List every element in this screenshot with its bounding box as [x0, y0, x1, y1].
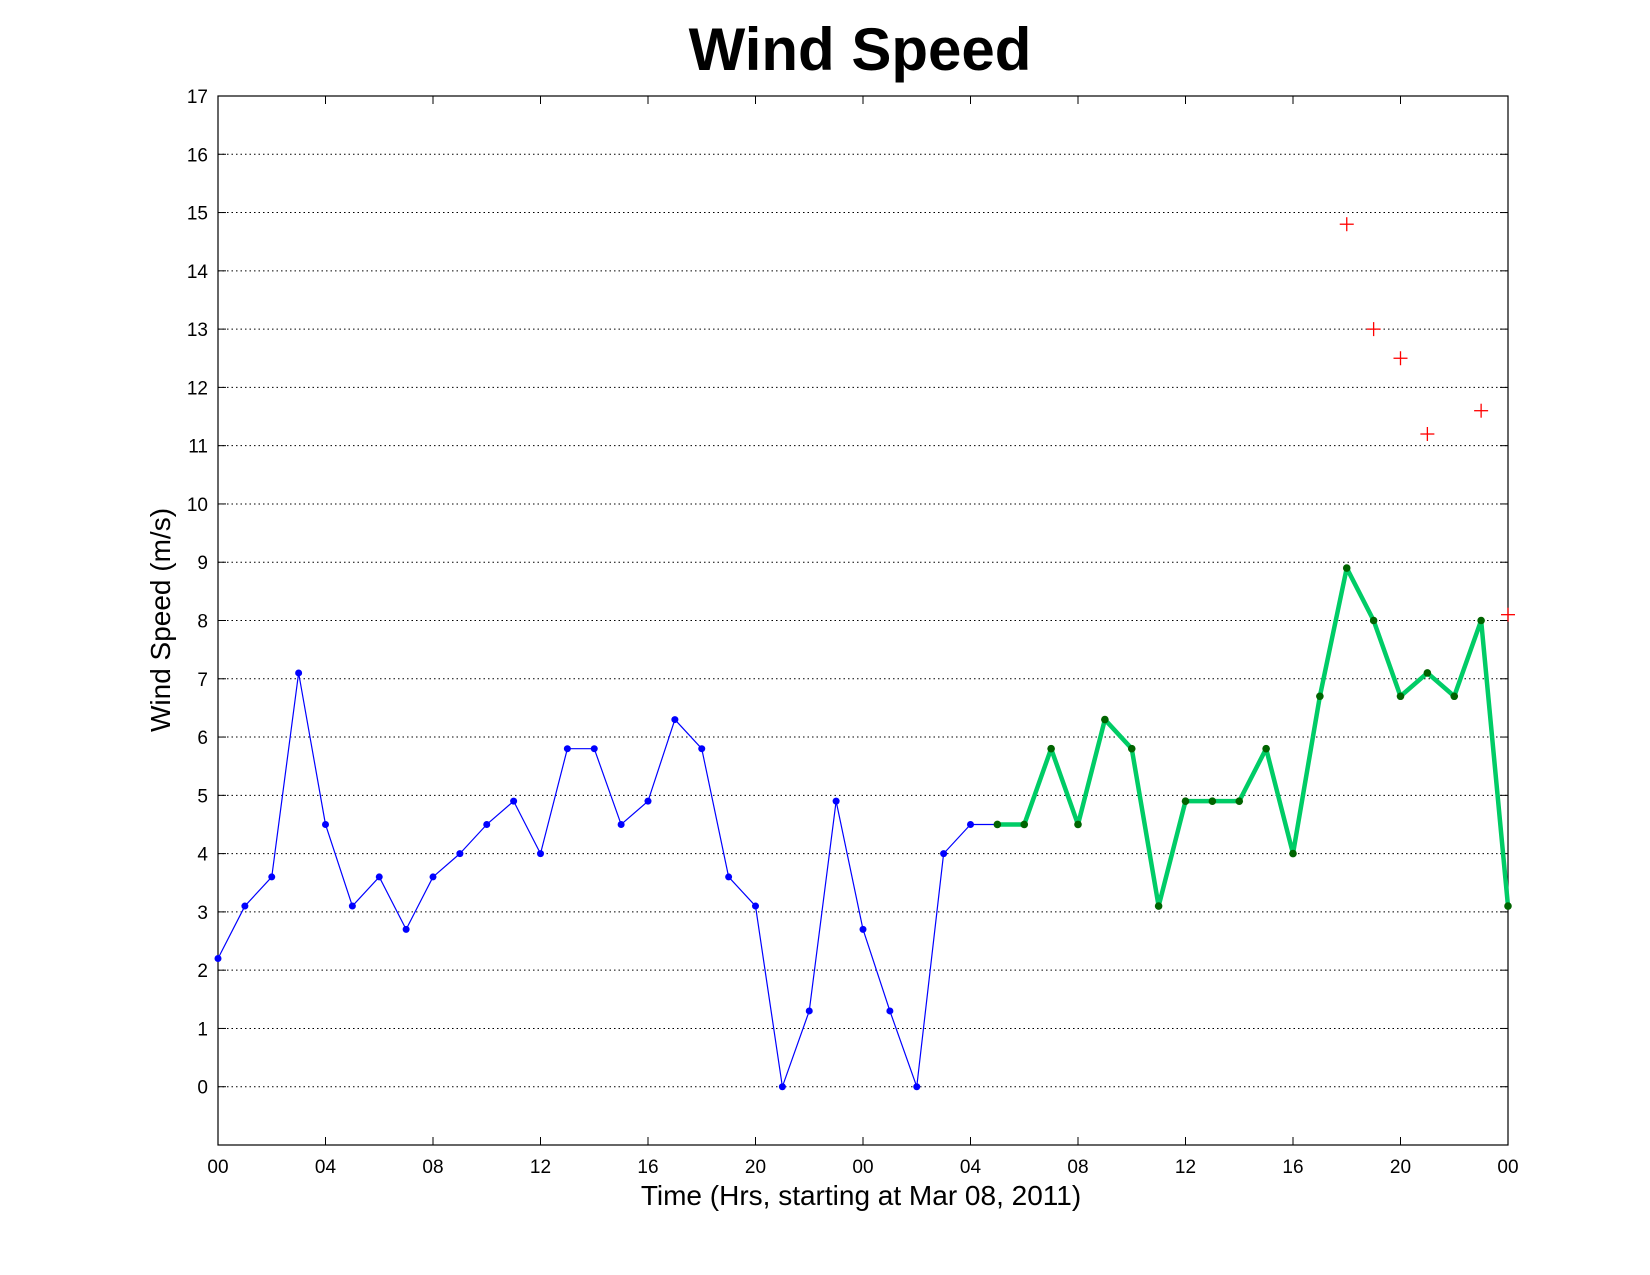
- red-plus-point: [1501, 607, 1515, 622]
- x-tick-label: 04: [960, 1157, 982, 1178]
- blue-data-point: [537, 850, 544, 858]
- blue-data-point: [725, 873, 733, 881]
- green-data-point: [1208, 797, 1217, 805]
- blue-data-point: [456, 850, 464, 858]
- y-tick-label: 12: [187, 378, 208, 399]
- blue-data-point: [429, 873, 437, 881]
- red-plus-point: [1366, 322, 1381, 337]
- x-tick-label: 00: [1497, 1157, 1518, 1178]
- red-plus-point: [1420, 427, 1435, 442]
- green-data-point: [1504, 902, 1512, 910]
- green-data-point: [1127, 744, 1136, 753]
- x-tick-label: 12: [530, 1157, 551, 1178]
- green-data-point: [1423, 669, 1432, 677]
- blue-data-point: [967, 820, 974, 828]
- blue-data-point: [402, 925, 410, 933]
- x-tick-label: 00: [852, 1157, 873, 1178]
- red-plus-point: [1474, 403, 1489, 418]
- blue-data-point: [563, 745, 571, 753]
- y-tick-label: 14: [187, 262, 209, 283]
- blue-data-point: [590, 745, 598, 753]
- y-axis-label: Wind Speed (m/s): [145, 508, 176, 732]
- blue-data-point: [778, 1083, 786, 1091]
- x-tick-label: 08: [422, 1157, 443, 1178]
- blue-data-point: [483, 820, 491, 828]
- green-data-point: [1342, 564, 1351, 572]
- y-tick-label: 8: [197, 612, 208, 633]
- x-axis-label: Time (Hrs, starting at Mar 08, 2011): [641, 1180, 1081, 1211]
- green-data-point: [1369, 616, 1378, 625]
- y-tick-label: 7: [197, 670, 208, 691]
- y-tick-label: 1: [197, 1019, 208, 1040]
- blue-data-point: [268, 873, 276, 881]
- blue-data-point: [322, 820, 329, 828]
- blue-data-point: [295, 669, 303, 677]
- red-plus-point: [1339, 217, 1354, 232]
- blue-data-point: [886, 1007, 894, 1015]
- x-tick-label: 16: [1282, 1157, 1303, 1178]
- blue-data-point: [348, 902, 356, 910]
- blue-data-point: [832, 797, 840, 805]
- blue-data-point: [805, 1007, 813, 1015]
- y-tick-label: 3: [197, 903, 208, 924]
- blue-data-point: [617, 820, 625, 828]
- blue-data-point: [752, 902, 759, 910]
- y-tick-label: 16: [187, 145, 208, 166]
- green-data-point: [993, 820, 1002, 829]
- blue-data-point: [644, 797, 652, 805]
- y-tick-label: 5: [197, 786, 208, 807]
- blue-data-point: [698, 745, 706, 753]
- y-tick-label: 13: [187, 320, 208, 341]
- blue-data-point: [241, 902, 249, 910]
- green-data-point: [1316, 692, 1324, 701]
- x-tick-label: 16: [637, 1157, 658, 1178]
- green-data-point: [1450, 692, 1459, 701]
- grid-lines: [218, 95, 1508, 1088]
- red-plus-point: [1393, 351, 1408, 366]
- x-tick-label: 08: [1067, 1157, 1088, 1178]
- blue-data-point: [375, 873, 383, 881]
- blue-data-point: [671, 716, 679, 724]
- x-tick-label: 00: [207, 1157, 228, 1178]
- blue-data-point: [913, 1083, 921, 1091]
- y-tick-label: 11: [188, 437, 208, 458]
- blue-data-point: [510, 797, 518, 805]
- chart-title: Wind Speed: [689, 16, 1032, 83]
- blue-data-point: [940, 850, 948, 858]
- green-data-point: [1047, 744, 1055, 753]
- y-tick-label: 4: [197, 845, 208, 866]
- green-data-point: [1262, 744, 1270, 753]
- y-tick-label: 6: [197, 728, 208, 749]
- y-tick-label: 10: [187, 495, 208, 516]
- green-data-point: [1235, 797, 1244, 805]
- y-tick-label: 0: [197, 1078, 208, 1099]
- blue-series-line: [217, 672, 998, 1088]
- x-tick-label: 20: [745, 1157, 766, 1178]
- data-series: [214, 217, 1515, 1091]
- green-data-point: [1074, 820, 1082, 829]
- green-data-point: [1477, 616, 1485, 625]
- x-tick-label: 04: [315, 1157, 337, 1178]
- green-data-point: [1181, 797, 1190, 805]
- green-data-point: [1396, 692, 1405, 701]
- green-data-point: [1020, 820, 1029, 829]
- y-tick-label: 15: [187, 204, 208, 225]
- y-tick-label: 17: [187, 87, 208, 108]
- x-tick-label: 12: [1175, 1157, 1196, 1178]
- x-tick-label: 20: [1390, 1157, 1411, 1178]
- green-data-point: [1101, 715, 1109, 724]
- y-tick-label: 9: [197, 553, 208, 574]
- green-series-line: [997, 565, 1511, 909]
- green-data-point: [1154, 902, 1163, 910]
- blue-data-point: [214, 955, 222, 963]
- green-data-point: [1289, 849, 1297, 858]
- blue-data-point: [859, 925, 867, 933]
- y-tick-label: 2: [197, 961, 208, 982]
